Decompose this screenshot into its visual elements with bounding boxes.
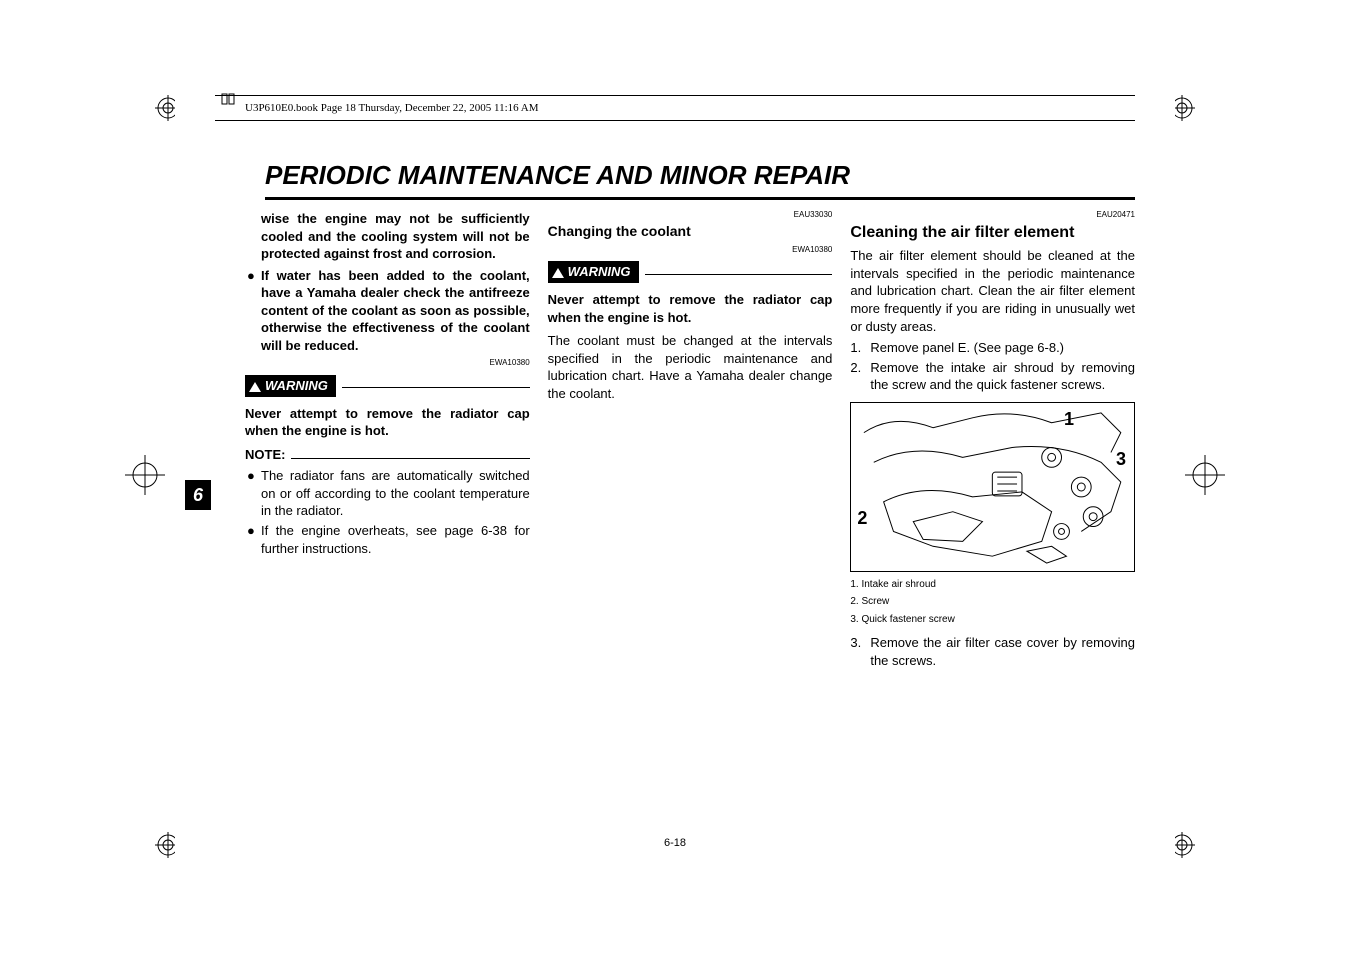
step-text: Remove the air filter case cover by remo…: [870, 634, 1135, 669]
col1-carryover: wise the engine may not be sufficiently …: [245, 210, 530, 263]
col1-bullet1-text: If water has been added to the coolant, …: [261, 267, 530, 355]
col3-step3: 3. Remove the air filter case cover by r…: [850, 634, 1135, 669]
warning-triangle-icon: [552, 268, 564, 278]
col1-bullet1: ● If water has been added to the coolant…: [245, 267, 530, 355]
chapter-number: 6: [193, 485, 203, 506]
col3-step1: 1. Remove panel E. (See page 6-8.): [850, 339, 1135, 357]
chapter-side-tab: 6: [185, 480, 211, 510]
col2-heading: Changing the coolant: [548, 222, 833, 241]
col3-caption1: 1. Intake air shroud: [850, 578, 1135, 592]
col3-caption2: 2. Screw: [850, 595, 1135, 609]
fig-callout-2: 2: [857, 506, 867, 530]
step-number: 2.: [850, 359, 870, 394]
warning-badge: WARNING: [548, 261, 639, 283]
col3-step2: 2. Remove the intake air shroud by remov…: [850, 359, 1135, 394]
warning-rule: [645, 274, 833, 275]
warning-label: WARNING: [568, 264, 631, 279]
page-frame: U3P610E0.book Page 18 Thursday, December…: [175, 80, 1175, 874]
crosshair-left: [125, 455, 165, 495]
col1-note-row: NOTE:: [245, 446, 530, 464]
col1-note-bullet2-text: If the engine overheats, see page 6-38 f…: [261, 522, 530, 557]
fig-callout-3: 3: [1116, 447, 1126, 471]
col3-caption3: 3. Quick fastener screw: [850, 613, 1135, 627]
fig-callout-1: 1: [1064, 407, 1074, 431]
col1-note-bullet1-text: The radiator fans are automatically swit…: [261, 467, 530, 520]
bullet-dot-icon: ●: [245, 522, 261, 557]
column-1: wise the engine may not be sufficiently …: [245, 210, 530, 671]
content-columns: wise the engine may not be sufficiently …: [245, 210, 1135, 671]
column-3: EAU20471 Cleaning the air filter element…: [850, 210, 1135, 671]
warning-rule: [342, 387, 530, 388]
col2-warning-row: WARNING: [548, 261, 833, 287]
header-book-info: U3P610E0.book Page 18 Thursday, December…: [245, 102, 539, 114]
note-rule: [291, 458, 529, 459]
step-text: Remove panel E. (See page 6-8.): [870, 339, 1135, 357]
header-rule-top: [215, 95, 1135, 96]
chapter-title-text: PERIODIC MAINTENANCE AND MINOR REPAIR: [265, 160, 1135, 191]
col1-warning-text: Never attempt to remove the radiator cap…: [245, 405, 530, 440]
air-filter-diagram: [851, 403, 1134, 571]
header-rule-bottom: [215, 120, 1135, 121]
col2-warning-text: Never attempt to remove the radiator cap…: [548, 291, 833, 326]
col2-body: The coolant must be changed at the inter…: [548, 332, 833, 402]
warning-triangle-icon: [249, 382, 261, 392]
col3-heading: Cleaning the air filter element: [850, 222, 1135, 244]
header-book-icon: [220, 90, 238, 108]
bullet-dot-icon: ●: [245, 467, 261, 520]
warning-label: WARNING: [265, 378, 328, 393]
col2-code2: EWA10380: [548, 245, 833, 256]
page-number: 6-18: [175, 837, 1175, 849]
step-number: 1.: [850, 339, 870, 357]
col2-code1: EAU33030: [548, 210, 833, 221]
warning-badge: WARNING: [245, 375, 336, 397]
col1-note-bullet1: ● The radiator fans are automatically sw…: [245, 467, 530, 520]
chapter-title: PERIODIC MAINTENANCE AND MINOR REPAIR: [265, 160, 1135, 200]
col1-warning-row: WARNING: [245, 375, 530, 401]
step-number: 3.: [850, 634, 870, 669]
col1-note-bullet2: ● If the engine overheats, see page 6-38…: [245, 522, 530, 557]
bullet-dot-icon: ●: [245, 267, 261, 355]
step-text: Remove the intake air shroud by removing…: [870, 359, 1135, 394]
col3-figure: 1 3 2: [850, 402, 1135, 572]
col1-code1: EWA10380: [245, 358, 530, 369]
note-label: NOTE:: [245, 446, 285, 464]
col3-intro: The air filter element should be cleaned…: [850, 247, 1135, 335]
crosshair-right: [1185, 455, 1225, 495]
col3-code1: EAU20471: [850, 210, 1135, 221]
column-2: EAU33030 Changing the coolant EWA10380 W…: [548, 210, 833, 671]
